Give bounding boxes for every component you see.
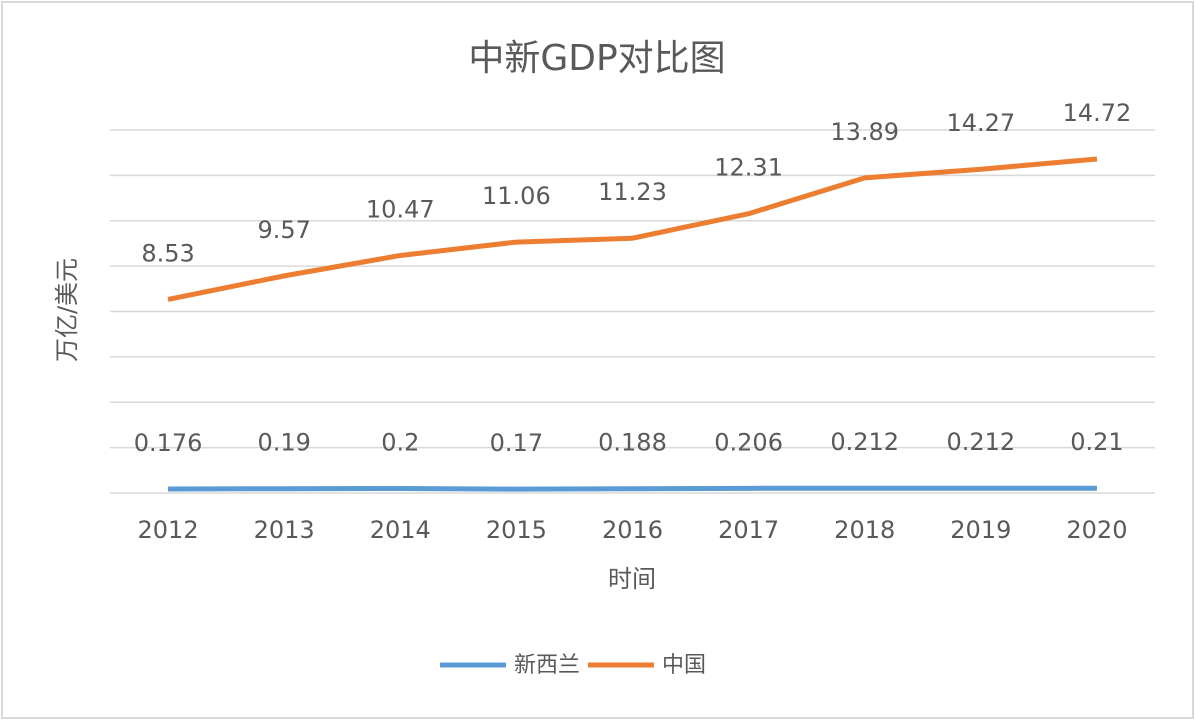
data-label: 12.31 (714, 154, 783, 182)
x-tick-label: 2020 (1066, 516, 1127, 544)
data-label: 8.53 (141, 239, 194, 267)
data-label: 0.21 (1070, 428, 1123, 456)
legend-label: 新西兰 (514, 653, 580, 678)
data-label: 14.27 (946, 109, 1015, 137)
chart-title: 中新GDP对比图 (468, 38, 725, 79)
data-label: 0.212 (946, 428, 1015, 456)
data-label: 0.2 (381, 428, 419, 456)
data-label: 0.188 (598, 429, 667, 457)
data-label: 10.47 (366, 195, 435, 223)
x-tick-label: 2015 (486, 516, 547, 544)
x-tick-label: 2017 (718, 516, 779, 544)
data-label: 9.57 (257, 216, 310, 244)
data-label: 0.19 (257, 429, 310, 457)
x-tick-label: 2018 (834, 516, 895, 544)
y-axis-label: 万亿/美元 (53, 258, 81, 362)
x-tick-label: 2013 (254, 516, 315, 544)
x-tick-label: 2012 (138, 516, 199, 544)
data-label: 0.176 (134, 429, 203, 457)
data-label: 0.17 (490, 429, 543, 457)
data-label: 11.06 (482, 182, 551, 210)
data-label: 0.212 (830, 428, 899, 456)
series-line (168, 485, 1097, 492)
legend-label: 中国 (662, 653, 706, 678)
x-tick-label: 2016 (602, 516, 663, 544)
series-line (167, 156, 1098, 302)
data-label: 11.23 (598, 178, 667, 206)
x-tick-label: 2014 (370, 516, 431, 544)
data-label: 0.206 (714, 428, 783, 456)
x-axis-label: 时间 (608, 565, 656, 593)
data-label: 13.89 (830, 118, 899, 146)
data-label: 14.72 (1063, 99, 1132, 127)
x-tick-label: 2019 (950, 516, 1011, 544)
